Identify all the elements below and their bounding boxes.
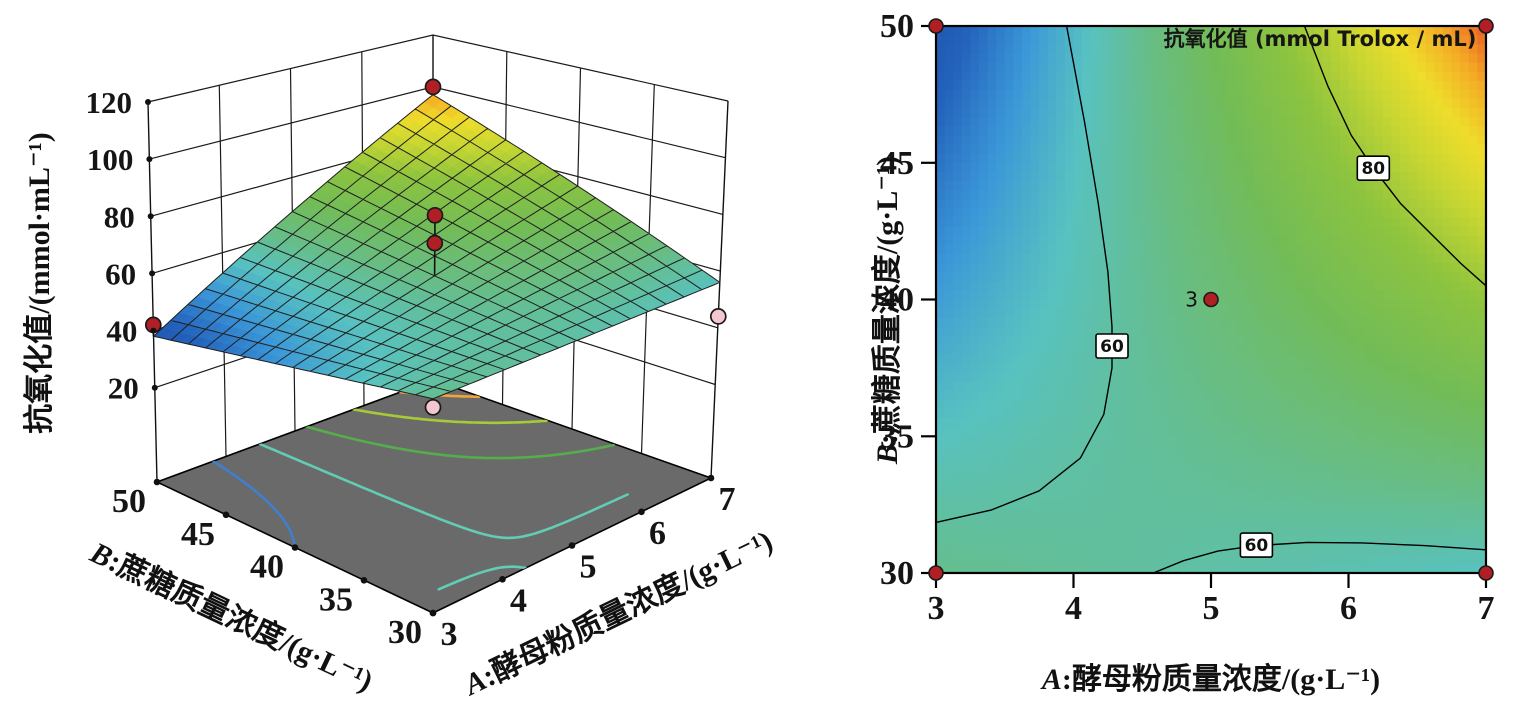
corner-design-point — [928, 565, 944, 581]
a-tick-label: 4 — [510, 582, 527, 619]
b-tick-label: 35 — [319, 581, 353, 618]
center-design-point — [1203, 291, 1219, 308]
design-point — [424, 398, 442, 416]
design-point — [424, 78, 442, 96]
a-tick-label: 7 — [719, 481, 736, 518]
x-axis-var-2d: A — [1041, 663, 1062, 696]
corner-design-point — [928, 18, 944, 34]
x-tick-label-2d: 4 — [1065, 590, 1082, 627]
y-axis-title-2d: B:蔗糖质量浓度/(g·L⁻¹) — [862, 156, 906, 464]
x-tick-label-2d: 7 — [1478, 590, 1495, 627]
contour-level-label: 60 — [1100, 337, 1124, 357]
response-surface-mesh — [152, 94, 721, 400]
z-axis-title-3d: 抗氧化值/(mmol·mL⁻¹) — [14, 132, 58, 433]
x-tick-label-2d: 6 — [1340, 590, 1357, 627]
z-tick-label: 20 — [108, 371, 139, 406]
z-tick-label: 120 — [86, 85, 133, 120]
b-tick-label: 50 — [112, 483, 146, 520]
x-tick-label-2d: 3 — [928, 590, 945, 627]
z-tick-label: 80 — [104, 199, 135, 234]
x-axis-title-text-2d: :酵母粉质量浓度/(g·L⁻¹) — [1061, 663, 1381, 696]
a-tick-label: 5 — [580, 549, 597, 586]
z-tick-label: 60 — [105, 256, 136, 291]
x-axis-title-2d: A:酵母粉质量浓度/(g·L⁻¹) — [1042, 654, 1380, 698]
y-tick-label-2d: 40 — [880, 282, 914, 319]
a-tick-label: 3 — [441, 616, 458, 653]
contour-lines-2d — [935, 25, 1487, 574]
design-point — [426, 234, 444, 252]
y-tick-label-2d: 35 — [880, 418, 914, 455]
design-point — [709, 308, 727, 325]
corner-design-point — [1478, 565, 1494, 581]
a-tick-label: 6 — [649, 515, 666, 552]
y-tick-label-2d: 50 — [880, 8, 914, 45]
contour-field-2d — [936, 26, 1487, 574]
corner-design-point — [1478, 18, 1494, 34]
y-tick-label-2d: 45 — [880, 145, 914, 182]
z-axis-title-text: 抗氧化值/(mmol·mL⁻¹) — [23, 132, 56, 434]
z-tick-label: 40 — [106, 314, 137, 349]
y-axis-title-text-2d: :蔗糖质量浓度/(g·L⁻¹) — [871, 155, 904, 445]
design-point — [426, 206, 444, 224]
contour-level-label: 60 — [1245, 536, 1269, 556]
z-tick-label: 100 — [87, 142, 134, 177]
b-tick-label: 40 — [250, 549, 284, 586]
y-axis-var-2d: B — [871, 444, 904, 465]
design-points-3d — [144, 78, 727, 416]
b-tick-label: 45 — [181, 516, 215, 553]
b-tick-label: 30 — [388, 614, 422, 651]
contour-plot-title: 抗氧化值 (mmol Trolox / mL) — [1164, 23, 1477, 53]
contour-level-label: 80 — [1361, 159, 1385, 179]
x-tick-label-2d: 5 — [1203, 590, 1220, 627]
y-tick-label-2d: 30 — [880, 555, 914, 592]
center-point-count: 3 — [1185, 288, 1198, 312]
contour-labels-2d: 60 80 60 — [1095, 155, 1391, 558]
design-points-2d: 3 — [928, 18, 1494, 581]
floor-contours-3d — [211, 390, 629, 591]
contour-plot-title-text: 抗氧化值 (mmol Trolox / mL) — [1163, 27, 1477, 51]
